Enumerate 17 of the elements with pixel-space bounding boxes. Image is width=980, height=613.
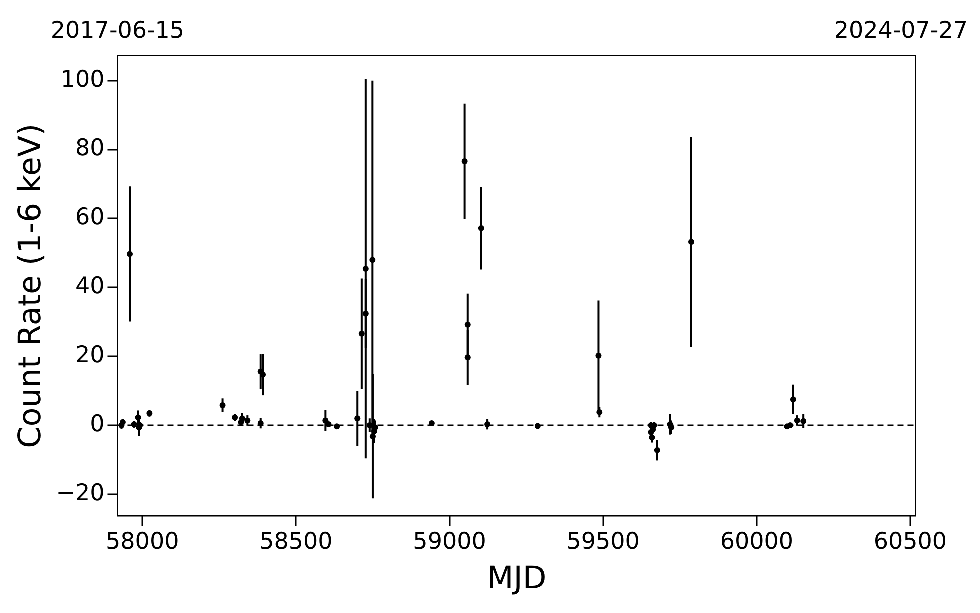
x-tick-label: 59500 — [566, 528, 640, 555]
y-tick-label: 60 — [75, 204, 105, 231]
y-tick-label: 80 — [75, 136, 105, 162]
x-tick-label: 60000 — [720, 528, 794, 555]
y-tick-label: 20 — [75, 342, 105, 369]
text: 2024-07-27 — [834, 18, 968, 44]
text: 2017-06-15 — [50, 18, 185, 44]
x-tick-label: 59000 — [413, 528, 486, 555]
y-tick-label: 0 — [90, 412, 105, 438]
y-axis-title: Count Rate (1-6 keV) — [12, 124, 49, 448]
x-tick-label: 58500 — [260, 528, 333, 555]
y-tick-label: 100 — [60, 66, 105, 93]
y-tick-label: 40 — [75, 274, 105, 300]
x-axis-title: MJD — [486, 560, 547, 596]
x-tick-label: 60500 — [874, 528, 948, 555]
x-tick-label: 58000 — [106, 528, 180, 555]
y-tick-label: −20 — [56, 480, 105, 506]
